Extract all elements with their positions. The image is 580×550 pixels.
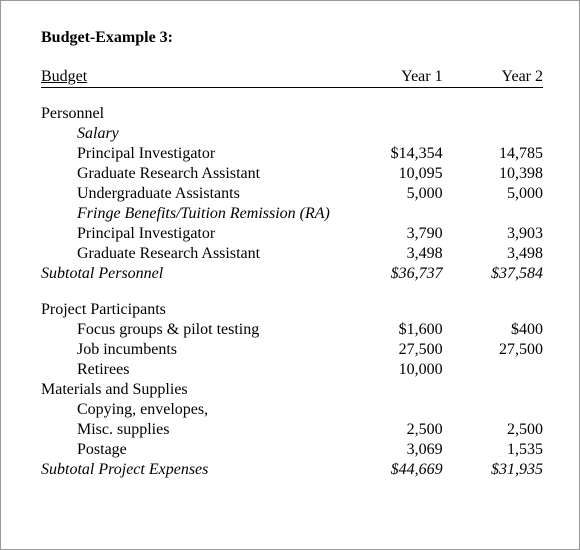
row-y1: $14,354 bbox=[342, 144, 442, 164]
subsection-heading: Salary bbox=[41, 124, 543, 144]
row-label: Focus groups & pilot testing bbox=[41, 320, 342, 340]
table-row: Misc. supplies 2,500 2,500 bbox=[41, 420, 543, 440]
row-label: Copying, envelopes, bbox=[41, 400, 342, 420]
row-y2: 14,785 bbox=[443, 144, 543, 164]
row-y2: 1,535 bbox=[443, 440, 543, 460]
row-y1: 5,000 bbox=[342, 184, 442, 204]
row-label: Job incumbents bbox=[41, 340, 342, 360]
row-label: Retirees bbox=[41, 360, 342, 380]
table-header-row: Budget Year 1 Year 2 bbox=[41, 67, 543, 88]
row-y2 bbox=[443, 360, 543, 380]
salary-heading: Salary bbox=[41, 124, 342, 144]
subtotal-y1: $36,737 bbox=[342, 264, 442, 284]
row-label: Undergraduate Assistants bbox=[41, 184, 342, 204]
table-row: Graduate Research Assistant 3,498 3,498 bbox=[41, 244, 543, 264]
row-y2 bbox=[443, 400, 543, 420]
row-y2: 3,498 bbox=[443, 244, 543, 264]
row-y1: $1,600 bbox=[342, 320, 442, 340]
table-row: Focus groups & pilot testing $1,600 $400 bbox=[41, 320, 543, 340]
row-y1: 3,069 bbox=[342, 440, 442, 460]
row-label: Graduate Research Assistant bbox=[41, 244, 342, 264]
subtotal-y2: $31,935 bbox=[443, 460, 543, 480]
row-label: Principal Investigator bbox=[41, 144, 342, 164]
personnel-heading: Personnel bbox=[41, 104, 342, 124]
header-year2: Year 2 bbox=[443, 67, 543, 88]
subtotal-row: Subtotal Project Expenses $44,669 $31,93… bbox=[41, 460, 543, 480]
row-y2: 2,500 bbox=[443, 420, 543, 440]
section-heading: Personnel bbox=[41, 104, 543, 124]
header-budget: Budget bbox=[41, 68, 87, 85]
table-row: Retirees 10,000 bbox=[41, 360, 543, 380]
row-y1: 3,790 bbox=[342, 224, 442, 244]
subtotal-label: Subtotal Project Expenses bbox=[41, 460, 342, 480]
subtotal-y2: $37,584 bbox=[443, 264, 543, 284]
table-row: Principal Investigator $14,354 14,785 bbox=[41, 144, 543, 164]
participants-heading: Project Participants bbox=[41, 300, 342, 320]
subtotal-y1: $44,669 bbox=[342, 460, 442, 480]
table-row: Graduate Research Assistant 10,095 10,39… bbox=[41, 164, 543, 184]
row-y1: 2,500 bbox=[342, 420, 442, 440]
budget-table: Budget Year 1 Year 2 Personnel Salary Pr… bbox=[41, 67, 543, 480]
subtotal-row: Subtotal Personnel $36,737 $37,584 bbox=[41, 264, 543, 284]
row-label: Postage bbox=[41, 440, 342, 460]
header-year1: Year 1 bbox=[342, 67, 442, 88]
subtotal-label: Subtotal Personnel bbox=[41, 264, 342, 284]
row-y1: 10,000 bbox=[342, 360, 442, 380]
fringe-heading: Fringe Benefits/Tuition Remission (RA) bbox=[41, 204, 342, 224]
row-y2: $400 bbox=[443, 320, 543, 340]
row-y2: 3,903 bbox=[443, 224, 543, 244]
row-label: Principal Investigator bbox=[41, 224, 342, 244]
row-y2: 5,000 bbox=[443, 184, 543, 204]
materials-heading: Materials and Supplies bbox=[41, 380, 342, 400]
row-y1: 10,095 bbox=[342, 164, 442, 184]
section-heading: Materials and Supplies bbox=[41, 380, 543, 400]
table-row: Undergraduate Assistants 5,000 5,000 bbox=[41, 184, 543, 204]
row-y1 bbox=[342, 400, 442, 420]
table-row: Postage 3,069 1,535 bbox=[41, 440, 543, 460]
table-row: Copying, envelopes, bbox=[41, 400, 543, 420]
row-label: Misc. supplies bbox=[41, 420, 342, 440]
row-label: Graduate Research Assistant bbox=[41, 164, 342, 184]
budget-document: Budget-Example 3: Budget Year 1 Year 2 P… bbox=[1, 1, 579, 500]
row-y1: 27,500 bbox=[342, 340, 442, 360]
row-y1: 3,498 bbox=[342, 244, 442, 264]
row-y2: 10,398 bbox=[443, 164, 543, 184]
subsection-heading: Fringe Benefits/Tuition Remission (RA) bbox=[41, 204, 543, 224]
document-title: Budget-Example 3: bbox=[41, 29, 543, 47]
table-row: Job incumbents 27,500 27,500 bbox=[41, 340, 543, 360]
section-heading: Project Participants bbox=[41, 300, 543, 320]
table-row: Principal Investigator 3,790 3,903 bbox=[41, 224, 543, 244]
row-y2: 27,500 bbox=[443, 340, 543, 360]
